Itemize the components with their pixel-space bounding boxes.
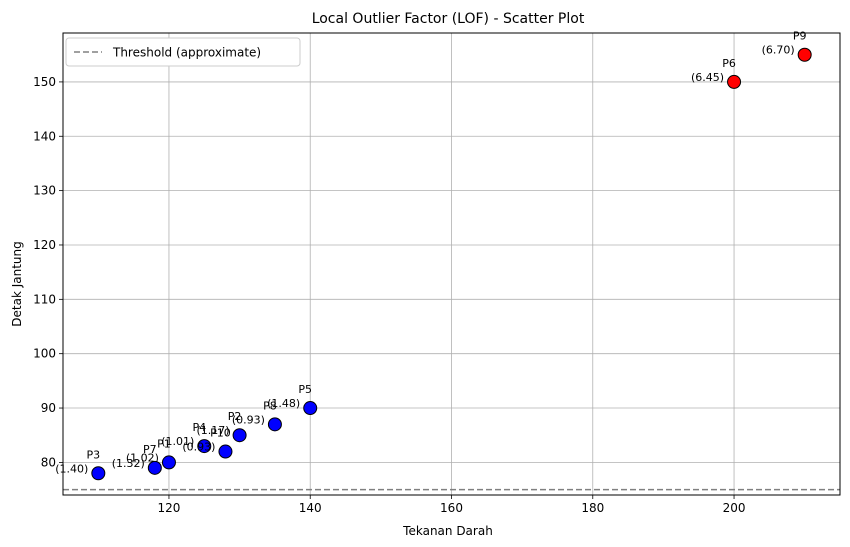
grid-lines <box>63 33 840 495</box>
point-score-p3: (1.40) <box>55 462 88 475</box>
point-score-p6: (6.45) <box>691 71 724 84</box>
point-score-p10: (0.93) <box>182 441 215 454</box>
legend-box <box>65 37 301 67</box>
x-tick-label: 120 <box>158 501 181 515</box>
point-label-p6: P6 <box>722 57 736 70</box>
y-tick-label: 100 <box>33 347 56 361</box>
data-point-p4 <box>197 439 212 454</box>
x-tick-label: 160 <box>440 501 463 515</box>
point-label-p9: P9 <box>793 30 807 43</box>
point-label-p10: P10 <box>210 427 231 440</box>
y-tick-label: 140 <box>33 129 56 143</box>
point-label-p2: P2 <box>228 410 242 423</box>
data-point-p6 <box>727 74 742 89</box>
data-point-p10 <box>218 444 233 459</box>
chart-title: Local Outlier Factor (LOF) - Scatter Plo… <box>312 11 585 27</box>
point-score-p1: (1.02) <box>126 451 159 464</box>
data-point-p5 <box>303 401 318 416</box>
y-tick-label: 130 <box>33 184 56 198</box>
point-score-p2: (1.17) <box>197 424 230 437</box>
legend: Threshold (approximate) <box>65 37 301 67</box>
legend-threshold-label: Threshold (approximate) <box>112 46 261 60</box>
y-tick-label: 80 <box>41 455 56 469</box>
y-tick-label: 90 <box>41 401 56 415</box>
x-axis-label: Tekanan Darah <box>402 524 493 538</box>
data-point-p3 <box>91 466 106 481</box>
point-score-p5: (1.48) <box>267 397 300 410</box>
y-axis-ticks: 80 90 100 110 120 130 140 150 <box>33 75 63 469</box>
data-point-p9 <box>797 47 812 62</box>
point-label-p8: P8 <box>263 399 277 412</box>
x-tick-label: 180 <box>581 501 604 515</box>
data-points: P1(1.02) P2(1.17) P3(1.40) P4(1.01) P5(1.48)… <box>55 30 812 481</box>
y-tick-label: 150 <box>33 75 56 89</box>
x-axis-ticks: 120 140 160 180 200 <box>158 495 746 515</box>
data-point-p7 <box>147 460 162 475</box>
point-label-p3: P3 <box>86 448 100 461</box>
y-axis-label: Detak Jantung <box>10 241 24 326</box>
data-point-p8 <box>267 417 282 432</box>
y-tick-label: 110 <box>33 292 56 306</box>
point-label-p5: P5 <box>298 383 312 396</box>
point-score-p7: (1.32) <box>112 457 145 470</box>
point-label-p7: P7 <box>143 443 157 456</box>
point-score-p9: (6.70) <box>762 44 795 57</box>
x-tick-label: 200 <box>723 501 746 515</box>
data-point-p2 <box>232 428 247 443</box>
point-score-p4: (1.01) <box>161 435 194 448</box>
point-score-p8: (0.93) <box>232 413 265 426</box>
y-tick-label: 120 <box>33 238 56 252</box>
x-tick-label: 140 <box>299 501 322 515</box>
point-label-p4: P4 <box>192 421 206 434</box>
point-label-p1: P1 <box>157 437 171 450</box>
data-point-p1 <box>161 455 176 470</box>
